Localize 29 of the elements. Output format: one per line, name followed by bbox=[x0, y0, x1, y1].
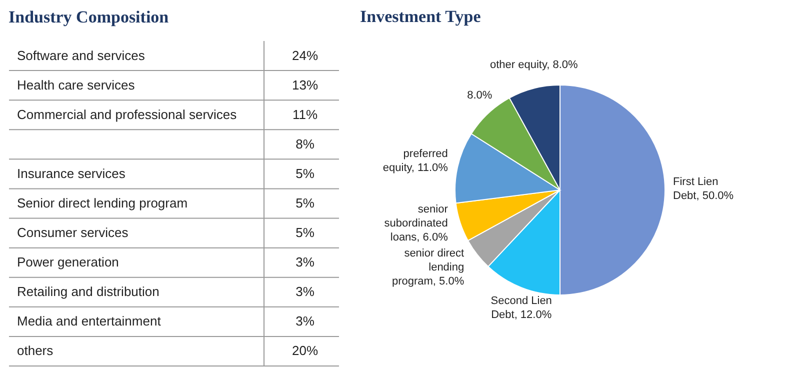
slice-label: Second Lien Debt, 12.0% bbox=[490, 295, 552, 322]
text: 20% bbox=[292, 343, 318, 358]
text: 3% bbox=[296, 314, 314, 329]
category-label: Consumer services bbox=[17, 225, 129, 240]
text: 5% bbox=[296, 225, 314, 240]
text: Industry Composition bbox=[8, 8, 170, 26]
text: 11% bbox=[292, 106, 318, 122]
category-label: Health care services bbox=[17, 77, 136, 92]
text: 5% bbox=[296, 166, 314, 181]
category-label: Media and entertainment bbox=[17, 314, 162, 329]
slice-label: other equity, 8.0% bbox=[490, 59, 578, 72]
text: 8% bbox=[296, 136, 314, 152]
chart-title: Investment Type bbox=[360, 7, 482, 26]
category-label: Insurance services bbox=[17, 166, 126, 181]
category-label: Software and services bbox=[17, 48, 146, 63]
text: 3% bbox=[296, 254, 314, 270]
category-label: Senior direct lending program bbox=[17, 196, 188, 210]
slice-label: First Lien Debt, 50.0% bbox=[673, 176, 734, 202]
category-label: Retailing and distribution bbox=[17, 284, 160, 300]
category-label: Power generation bbox=[17, 254, 119, 270]
category-label: Commercial and professional services bbox=[17, 106, 238, 122]
slice-label: senior direct lending program, 5.0% bbox=[392, 247, 464, 288]
data-label: 8.0% bbox=[467, 90, 492, 102]
text: 3% bbox=[296, 284, 314, 300]
text: 5% bbox=[296, 196, 314, 210]
text: 13% bbox=[292, 77, 318, 92]
text: 24% bbox=[292, 48, 318, 63]
category-label: others bbox=[17, 343, 54, 358]
slice-label: preferred equity, 11.0% bbox=[382, 148, 448, 174]
